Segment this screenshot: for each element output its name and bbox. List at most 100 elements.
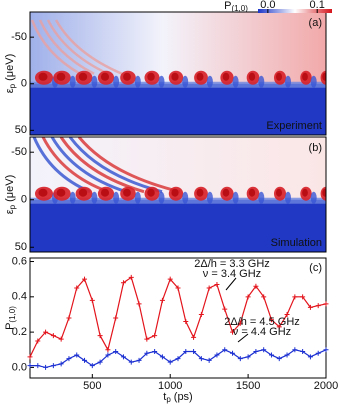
heatmap-lower <box>30 199 326 252</box>
point-marker <box>97 359 103 365</box>
heatmap-lobe-core <box>276 188 282 197</box>
heatmap-lobe-core <box>100 72 110 81</box>
point-marker <box>183 349 189 355</box>
heatmap-lobe-core <box>196 188 204 197</box>
panel-label: (c) <box>309 262 322 274</box>
point-marker <box>191 334 197 340</box>
heatmap-lobe-core <box>196 72 204 81</box>
label-unit: (ps) <box>174 391 193 403</box>
point-marker <box>261 347 267 353</box>
x-tick-label: 1000 <box>158 380 182 392</box>
heatmap-lobe-core <box>171 72 179 81</box>
heatmap-dip <box>258 191 265 204</box>
point-marker <box>245 354 251 360</box>
series-annotation: 2Δ/h = 4.5 GHz <box>224 316 300 328</box>
point-marker <box>35 338 41 344</box>
point-marker <box>214 281 220 287</box>
label-symbol: P <box>224 0 231 12</box>
heatmap-lobe-core <box>222 188 230 197</box>
label-unit: (μeV) <box>4 175 16 202</box>
heatmap-lower <box>30 83 326 135</box>
heatmap-edge <box>30 81 326 88</box>
annotation-arrow <box>225 277 237 291</box>
fringe <box>30 19 81 75</box>
heatmap-lobe-core <box>123 72 131 81</box>
label-subscript: p <box>8 204 17 209</box>
point-marker <box>230 329 236 335</box>
series-annotation: ν = 4.4 GHz <box>233 326 291 338</box>
point-marker <box>230 350 236 356</box>
heatmap-lobe-core <box>78 188 88 197</box>
heatmap-lobe-core <box>248 188 256 197</box>
point-marker <box>206 357 212 363</box>
y-tick-label: 50 <box>15 241 27 253</box>
label-symbol: ε <box>4 209 16 214</box>
point-marker <box>144 336 150 342</box>
point-marker <box>35 363 41 369</box>
point-marker <box>136 357 142 363</box>
series-annotation: 2Δ/h = 3.3 GHz <box>194 258 270 270</box>
point-marker <box>268 352 274 358</box>
point-marker <box>292 347 298 353</box>
heatmap-dip <box>69 75 76 88</box>
point-marker <box>175 356 181 362</box>
heatmap-lobe-core <box>38 188 48 197</box>
fringe <box>46 19 109 75</box>
heatmap-lobe-core <box>56 72 66 81</box>
point-marker <box>152 333 158 339</box>
heatmap-lobe-core <box>171 188 179 197</box>
y-tick-label: 0.4 <box>12 291 27 303</box>
point-marker <box>253 283 259 289</box>
y-tick-label: 0.0 <box>12 361 27 373</box>
point-marker <box>183 319 189 325</box>
y-tick-label: 0 <box>21 78 27 90</box>
point-marker <box>159 354 165 360</box>
fringe <box>50 137 127 194</box>
heatmap-lobe-core <box>322 72 326 81</box>
heatmap-dip <box>91 191 98 204</box>
panel-annotation: Experiment <box>266 120 322 132</box>
point-marker <box>89 363 95 369</box>
heatmap-lobe-core <box>222 72 230 81</box>
y-tick-label: 0.6 <box>12 255 27 267</box>
label-subscript: (1,0) <box>8 306 17 323</box>
point-marker <box>198 311 204 317</box>
heatmap-dip <box>206 191 213 204</box>
point-marker <box>74 352 80 358</box>
point-marker <box>307 304 313 310</box>
point-marker <box>144 350 150 356</box>
y-tick-label: 0 <box>21 194 27 206</box>
point-marker <box>237 320 243 326</box>
point-marker <box>245 294 251 300</box>
heatmap-dip <box>206 75 213 88</box>
y-tick-label: 0.2 <box>12 326 27 338</box>
point-marker <box>222 347 228 353</box>
point-marker <box>276 356 282 362</box>
heatmap-dip <box>232 191 239 204</box>
point-marker <box>27 354 33 360</box>
label-subscript: p <box>8 83 17 88</box>
heatmap-dip <box>330 192 336 204</box>
annotation-arrow <box>237 333 249 343</box>
point-marker <box>292 294 298 300</box>
point-marker <box>66 356 72 362</box>
point-marker <box>300 294 306 300</box>
heatmap <box>30 12 326 135</box>
heatmap-dip <box>134 75 141 88</box>
heatmap-dip <box>258 75 265 88</box>
heatmap-dip <box>158 191 165 204</box>
point-marker <box>105 352 111 358</box>
label-subscript: (1,0) <box>231 4 248 13</box>
label-subscript: p <box>166 395 171 404</box>
series-annotation: ν = 3.4 GHz <box>203 268 261 280</box>
point-marker <box>113 315 119 321</box>
y-axis-label: εp (μeV) <box>4 175 17 214</box>
point-marker <box>167 276 173 282</box>
point-marker <box>58 361 64 367</box>
point-marker <box>300 349 306 355</box>
heatmap-dip <box>182 75 189 88</box>
point-marker <box>27 363 33 369</box>
point-marker <box>284 311 290 317</box>
point-marker <box>159 297 165 303</box>
x-axis-label: tp (ps) <box>163 391 192 404</box>
